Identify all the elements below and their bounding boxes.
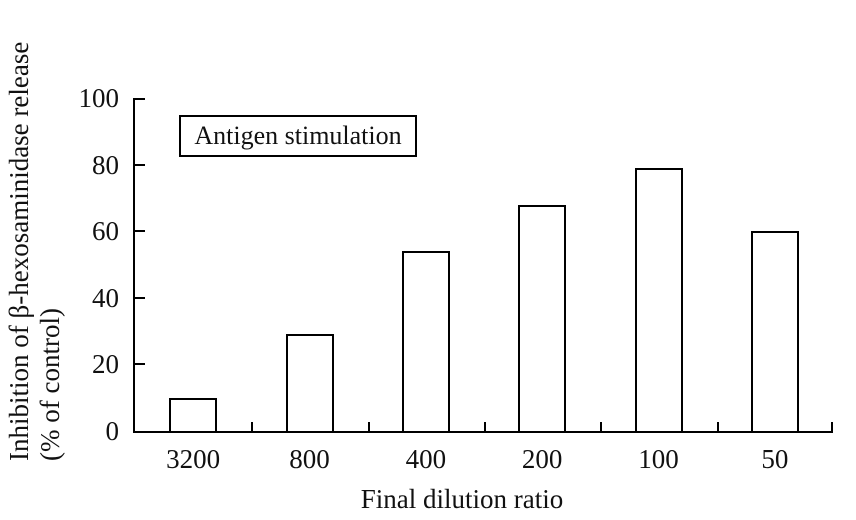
bar-800 <box>285 334 334 431</box>
y-tick-label: 40 <box>92 282 119 313</box>
x-axis-tick <box>716 422 719 431</box>
plot-area: Antigen stimulation <box>133 98 833 433</box>
bar-50 <box>750 231 799 431</box>
y-tick-label: 20 <box>92 349 119 380</box>
y-axis-tick <box>135 363 145 366</box>
x-tick-label: 800 <box>289 444 330 474</box>
y-axis-tick <box>135 163 145 166</box>
bar-200 <box>518 204 567 431</box>
annotation-label: Antigen stimulation <box>194 121 402 150</box>
x-tick-label: 3200 <box>166 444 221 474</box>
bar-100 <box>634 167 683 431</box>
x-tick-label: 100 <box>638 444 679 474</box>
x-axis-tick <box>367 422 370 431</box>
y-tick-label: 80 <box>92 149 119 180</box>
bar-400 <box>401 251 450 431</box>
x-axis-title: Final dilution ratio <box>360 484 564 514</box>
y-axis-tick <box>135 296 145 299</box>
bar-3200 <box>169 397 218 431</box>
y-tick-label: 0 <box>105 416 120 446</box>
y-axis-tick <box>135 230 145 233</box>
x-tick-label: 400 <box>405 444 447 474</box>
x-axis-tick <box>600 422 603 431</box>
x-axis-tick <box>484 422 486 431</box>
x-tick-label: 200 <box>521 444 563 474</box>
x-axis-tick <box>251 422 254 431</box>
y-axis-tick <box>135 98 145 100</box>
y-tick-label: 100 <box>78 83 120 113</box>
x-tick-label: 50 <box>761 444 789 474</box>
y-tick-label: 60 <box>92 216 119 247</box>
x-axis-tick <box>831 422 833 431</box>
annotation-box: Antigen stimulation <box>179 115 417 157</box>
